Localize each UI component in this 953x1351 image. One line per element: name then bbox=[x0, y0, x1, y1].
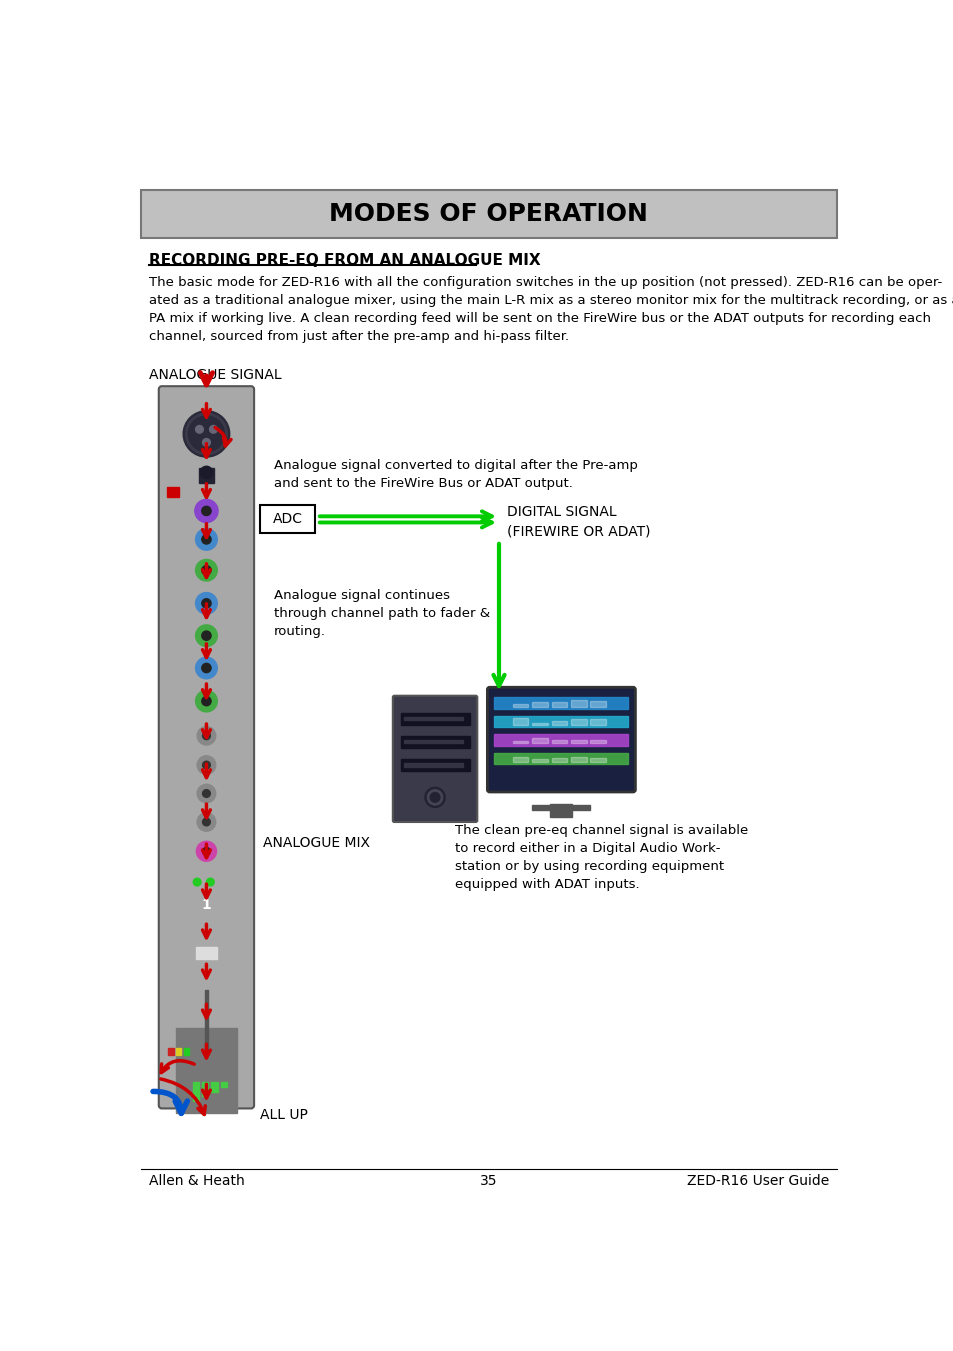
Bar bbox=[551, 723, 567, 725]
Bar bbox=[494, 716, 628, 727]
Bar bbox=[175, 1048, 181, 1055]
Circle shape bbox=[202, 535, 211, 544]
Text: ALL UP: ALL UP bbox=[260, 1108, 308, 1121]
Bar bbox=[550, 804, 571, 817]
Bar bbox=[513, 723, 528, 725]
Text: ADC: ADC bbox=[273, 512, 302, 526]
Circle shape bbox=[195, 559, 217, 581]
Bar bbox=[551, 739, 567, 743]
Bar bbox=[532, 738, 547, 743]
Circle shape bbox=[183, 411, 230, 457]
Bar bbox=[494, 734, 628, 746]
Text: Analogue signal converted to digital after the Pre-amp
and sent to the FireWire : Analogue signal converted to digital aft… bbox=[274, 458, 638, 489]
Bar bbox=[400, 759, 469, 771]
Bar bbox=[571, 759, 586, 762]
Circle shape bbox=[193, 878, 201, 886]
Text: The basic mode for ZED-R16 with all the configuration switches in the up positio: The basic mode for ZED-R16 with all the … bbox=[149, 276, 953, 343]
Bar bbox=[175, 1028, 236, 1113]
Bar bbox=[532, 704, 547, 707]
Bar bbox=[400, 736, 469, 748]
Bar bbox=[513, 700, 528, 707]
Text: Analogue signal continues
through channel path to fader &
routing.: Analogue signal continues through channe… bbox=[274, 589, 490, 639]
Circle shape bbox=[195, 690, 217, 712]
Text: DIGITAL SIGNAL
(FIREWIRE OR ADAT): DIGITAL SIGNAL (FIREWIRE OR ADAT) bbox=[506, 505, 650, 538]
Bar bbox=[494, 697, 628, 709]
Bar bbox=[590, 757, 605, 762]
Circle shape bbox=[197, 785, 215, 802]
Bar bbox=[590, 700, 605, 707]
Bar bbox=[212, 1082, 217, 1092]
Circle shape bbox=[195, 426, 203, 434]
FancyBboxPatch shape bbox=[393, 696, 476, 821]
FancyBboxPatch shape bbox=[141, 190, 836, 238]
Circle shape bbox=[197, 813, 215, 831]
Text: 35: 35 bbox=[479, 1174, 497, 1188]
Bar bbox=[494, 753, 628, 765]
FancyBboxPatch shape bbox=[259, 505, 315, 534]
Circle shape bbox=[202, 631, 211, 640]
Bar bbox=[403, 717, 463, 720]
Text: RECORDING PRE-EQ FROM AN ANALOGUE MIX: RECORDING PRE-EQ FROM AN ANALOGUE MIX bbox=[149, 253, 539, 267]
Bar bbox=[532, 719, 547, 725]
Bar bbox=[220, 1082, 227, 1088]
Text: ZED-R16 User Guide: ZED-R16 User Guide bbox=[686, 1174, 828, 1188]
Circle shape bbox=[202, 819, 210, 825]
Bar bbox=[590, 720, 605, 725]
Bar bbox=[513, 758, 528, 762]
Bar bbox=[403, 740, 463, 743]
Text: Allen & Heath: Allen & Heath bbox=[149, 1174, 244, 1188]
Bar bbox=[551, 700, 567, 707]
Circle shape bbox=[195, 528, 217, 550]
Bar bbox=[205, 990, 208, 1055]
FancyBboxPatch shape bbox=[158, 386, 253, 1108]
Circle shape bbox=[194, 500, 218, 523]
Circle shape bbox=[202, 697, 211, 705]
Circle shape bbox=[424, 788, 445, 808]
Circle shape bbox=[202, 761, 210, 769]
Bar bbox=[551, 758, 567, 762]
Bar bbox=[531, 805, 590, 809]
Bar bbox=[400, 713, 469, 725]
Circle shape bbox=[195, 657, 217, 678]
Bar bbox=[513, 738, 528, 743]
Circle shape bbox=[196, 842, 216, 862]
Circle shape bbox=[202, 439, 210, 446]
Bar bbox=[183, 1048, 189, 1055]
Circle shape bbox=[202, 790, 210, 797]
Bar bbox=[403, 763, 463, 766]
Text: The clean pre-eq channel signal is available
to record either in a Digital Audio: The clean pre-eq channel signal is avail… bbox=[455, 824, 747, 892]
Bar bbox=[167, 488, 179, 497]
Circle shape bbox=[202, 732, 210, 739]
Bar bbox=[590, 742, 605, 743]
Circle shape bbox=[197, 755, 215, 774]
FancyBboxPatch shape bbox=[487, 688, 635, 792]
Bar bbox=[198, 467, 214, 484]
Bar bbox=[571, 736, 586, 743]
Text: 1: 1 bbox=[201, 898, 212, 912]
Circle shape bbox=[202, 598, 211, 608]
Bar bbox=[571, 704, 586, 707]
Bar bbox=[532, 757, 547, 762]
Text: ANALOGUE SIGNAL: ANALOGUE SIGNAL bbox=[149, 369, 281, 382]
Circle shape bbox=[195, 626, 217, 646]
Circle shape bbox=[197, 727, 215, 744]
Circle shape bbox=[202, 663, 211, 673]
Circle shape bbox=[206, 878, 214, 886]
Circle shape bbox=[202, 847, 210, 855]
Circle shape bbox=[202, 566, 211, 574]
Text: MODES OF OPERATION: MODES OF OPERATION bbox=[329, 201, 648, 226]
Bar bbox=[168, 1048, 173, 1055]
Circle shape bbox=[202, 507, 211, 516]
Text: ANALOGUE MIX: ANALOGUE MIX bbox=[262, 836, 369, 850]
Bar bbox=[193, 1082, 199, 1101]
Circle shape bbox=[195, 593, 217, 615]
Circle shape bbox=[210, 426, 217, 434]
Bar bbox=[571, 721, 586, 725]
Bar bbox=[202, 1082, 208, 1096]
Circle shape bbox=[200, 466, 213, 478]
Bar bbox=[195, 947, 217, 959]
